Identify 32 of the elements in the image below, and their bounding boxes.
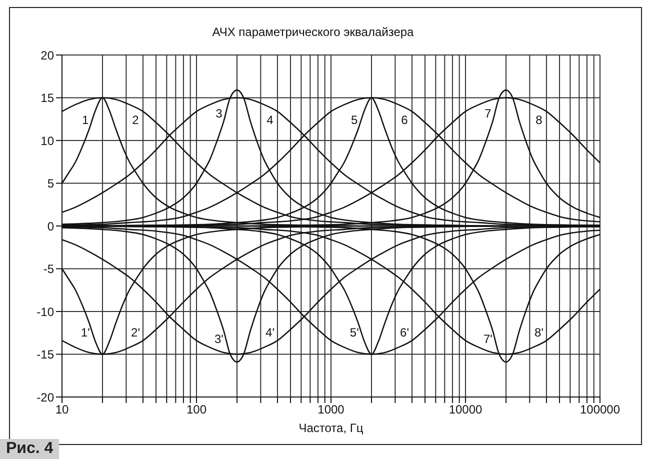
series-label: 7 xyxy=(484,106,492,120)
x-tick-label: 100 xyxy=(186,402,207,417)
series-label: 5' xyxy=(350,326,359,340)
series-label: 4 xyxy=(266,112,274,127)
series-label: 7' xyxy=(483,332,492,346)
series-label: 2' xyxy=(131,326,140,340)
y-tick-label: -15 xyxy=(36,348,54,362)
x-tick-label: 1000 xyxy=(318,402,345,417)
y-tick-label: 5 xyxy=(47,176,54,191)
series-label: 3' xyxy=(214,332,224,346)
y-tick-label: 0 xyxy=(47,219,54,234)
chart-title: АЧХ параметрического эквалайзера xyxy=(211,25,415,39)
series-label: 8 xyxy=(536,112,543,127)
y-tick-label: 15 xyxy=(40,91,54,106)
y-tick-label: 10 xyxy=(40,134,54,148)
y-tick-label: 20 xyxy=(40,48,54,62)
series-label: 8' xyxy=(534,326,544,340)
y-tick-label: -5 xyxy=(43,262,54,276)
y-tick-label: -20 xyxy=(36,390,54,404)
series-label: 5 xyxy=(351,112,358,127)
series-label: 6 xyxy=(401,112,408,127)
series-label: 2 xyxy=(132,112,140,127)
series-label: 1' xyxy=(80,326,90,340)
text: Рис. 4 xyxy=(0,439,60,459)
series-label: 3 xyxy=(216,106,223,120)
y-tick-label: -10 xyxy=(36,304,54,319)
x-tick-label: 100000 xyxy=(580,402,620,417)
series-label: 4' xyxy=(266,326,274,340)
series-label: 1 xyxy=(82,112,90,127)
x-axis-title: Частота, Гц xyxy=(298,421,364,435)
series-label: 6' xyxy=(400,326,409,340)
x-tick-label: 10000 xyxy=(448,402,483,417)
